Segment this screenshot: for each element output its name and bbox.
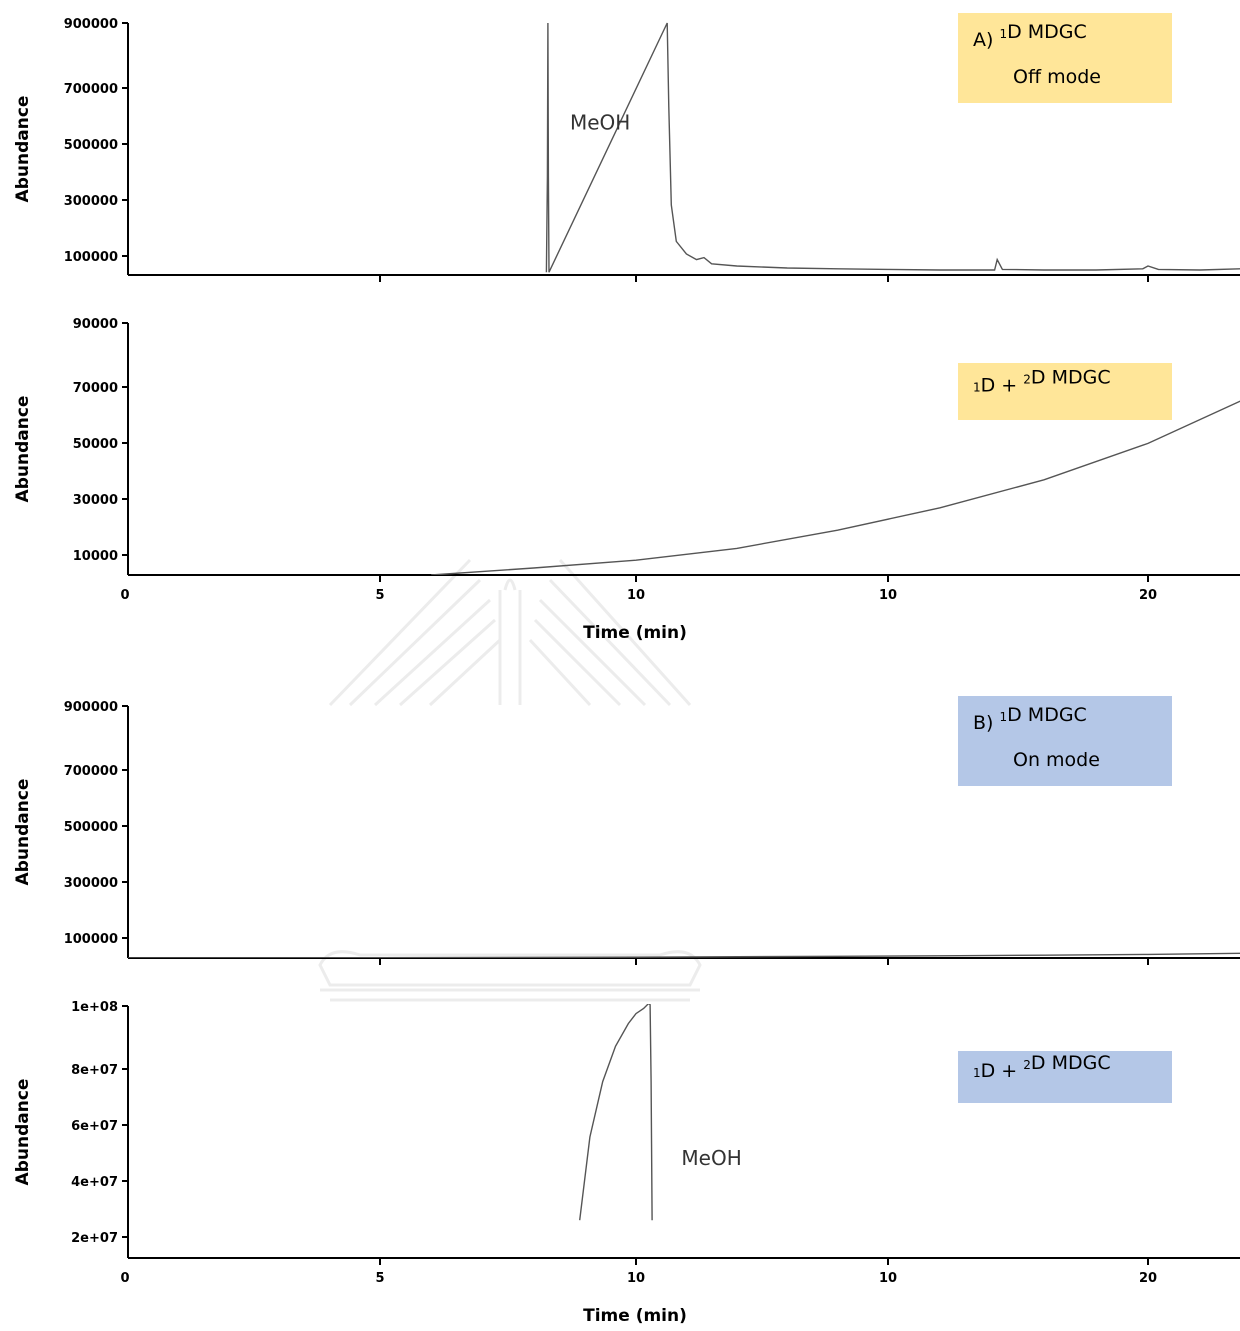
x-tick-label: 10 [627, 588, 645, 603]
y-tick-label: 90000 [73, 317, 118, 332]
mode-label-title: A) 1D MDGC [973, 21, 1087, 51]
y-axis-title: Abundance [13, 96, 33, 203]
chart-panel-b-2d: 2e+07 4e+07 6e+07 8e+07 1e+08 0 5 10 10 20 Abundan… [13, 1000, 1240, 1286]
y-axis-title: Abundance [13, 779, 33, 886]
y-tick-label: 500000 [64, 820, 118, 835]
x-tick-label: 5 [375, 588, 384, 603]
y-tick-label: 2e+07 [71, 1231, 118, 1246]
chromatogram-trace [128, 952, 1240, 958]
y-tick-label: 900000 [64, 17, 118, 32]
x-tick-label: 0 [120, 1271, 129, 1286]
peak-annotation: MeOH [681, 1146, 741, 1170]
x-tick-label: 10 [879, 588, 897, 603]
mode-label-subtitle: On mode [1013, 749, 1100, 771]
mode-label-box [958, 363, 1172, 420]
chart-panel-a-1d-off: 100000 300000 500000 700000 900000 Abundance M… [13, 13, 1240, 282]
y-tick-label: 300000 [64, 194, 118, 209]
y-tick-label: 4e+07 [71, 1175, 118, 1190]
chromatogram-trace [545, 22, 1240, 273]
chart-panel-a-2d: 10000 30000 50000 70000 90000 0 5 10 10 20 Abundan… [13, 317, 1240, 603]
x-tick-label: 20 [1139, 588, 1157, 603]
y-tick-label: 100000 [64, 250, 118, 265]
y-tick-label: 8e+07 [71, 1063, 118, 1078]
mode-label-subtitle: Off mode [1013, 66, 1101, 88]
mode-label-title: 1D + 2D MDGC [973, 367, 1111, 397]
y-tick-label: 6e+07 [71, 1119, 118, 1134]
y-tick-label: 50000 [73, 437, 118, 452]
mode-label-box [958, 1051, 1172, 1103]
x-tick-label: 10 [879, 1271, 897, 1286]
y-tick-label: 700000 [64, 82, 118, 97]
peak-annotation: MeOH [570, 110, 630, 134]
chromatogram-trace [579, 1004, 653, 1221]
chart-panel-b-1d-on: 100000 300000 500000 700000 900000 Abundance B… [13, 696, 1240, 965]
x-axis-title-b: Time (min) [583, 1306, 687, 1326]
watermark-crest [318, 558, 702, 1002]
y-tick-label: 30000 [73, 493, 118, 508]
mode-label-box [958, 696, 1172, 786]
y-tick-label: 900000 [64, 700, 118, 715]
y-tick-label: 300000 [64, 876, 118, 891]
mode-label-title: B) 1D MDGC [973, 704, 1087, 734]
y-tick-label: 500000 [64, 138, 118, 153]
y-tick-label: 100000 [64, 932, 118, 947]
chromatogram-trace [431, 400, 1240, 575]
y-axis-title: Abundance [13, 1079, 33, 1186]
x-axis-title-a: Time (min) [583, 623, 687, 643]
x-tick-label: 5 [375, 1271, 384, 1286]
y-axis-title: Abundance [13, 396, 33, 503]
x-tick-label: 10 [627, 1271, 645, 1286]
y-tick-label: 1e+08 [71, 1000, 118, 1015]
y-tick-label: 70000 [73, 381, 118, 396]
y-tick-label: 700000 [64, 764, 118, 779]
y-tick-label: 10000 [73, 549, 118, 564]
mode-label-box [958, 13, 1172, 103]
mode-label-title: 1D + 2D MDGC [973, 1052, 1111, 1082]
x-tick-label: 0 [120, 588, 129, 603]
x-tick-label: 20 [1139, 1271, 1157, 1286]
